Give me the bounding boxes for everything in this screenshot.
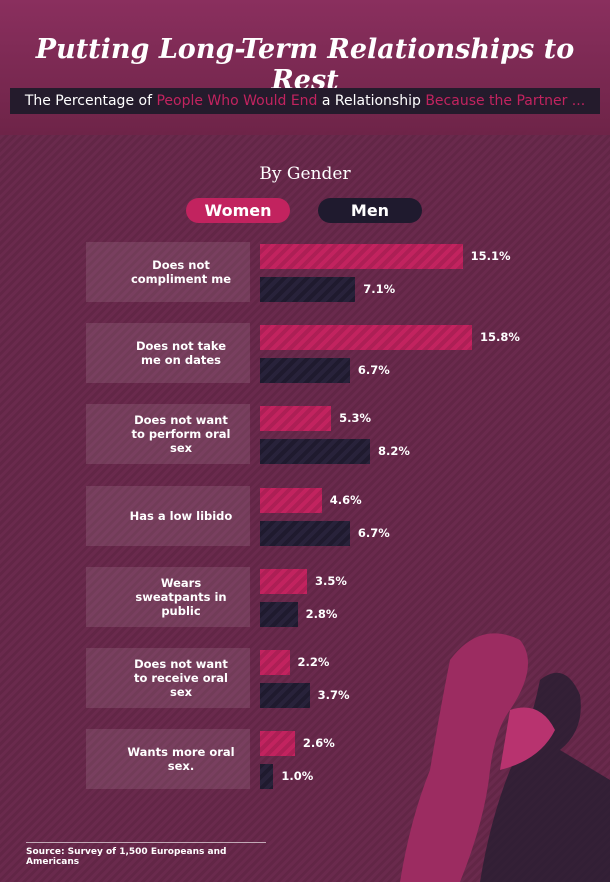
bar — [260, 731, 295, 757]
value-label: 15.1% — [470, 249, 511, 263]
value-label: 6.7% — [357, 525, 390, 540]
subtitle-part: a Relationship — [317, 93, 426, 109]
bar — [260, 325, 472, 351]
category-text: Does not take me on dates — [135, 339, 227, 368]
value-label: 5.3% — [339, 411, 372, 426]
subtitle-part: The Percentage of — [24, 93, 157, 109]
category-text: Does not compliment me — [130, 258, 232, 286]
couple-illustration — [400, 633, 610, 882]
value-label: 15.8% — [480, 330, 520, 345]
category-label: Does not want to receive oral sex — [86, 648, 250, 708]
value-label: 3.5% — [314, 573, 347, 588]
legend-entry: Men — [318, 198, 422, 223]
category-label: Wants more oral sex. — [86, 729, 250, 790]
value-label: 8.2% — [378, 444, 410, 459]
value-label: 7.1% — [363, 282, 396, 296]
bar — [260, 601, 298, 627]
value-label: 2.6% — [302, 736, 335, 751]
bar — [260, 358, 350, 384]
category-text: Wants more oral sex. — [127, 745, 235, 774]
category-label: Has a low libido — [86, 485, 250, 546]
value-label: 4.6% — [329, 492, 362, 507]
bar — [260, 244, 463, 269]
value-label: 3.7% — [317, 688, 350, 702]
category-label: Does not want to perform oral sex — [86, 404, 250, 465]
subtitle-part: Because the Partner ... — [425, 93, 586, 109]
category-label: Wears sweatpants in public — [86, 566, 250, 627]
bar — [260, 439, 371, 465]
chart-title: Putting Long-Term Relationships to Rest — [35, 34, 575, 96]
section-title: By Gender — [259, 164, 351, 184]
category-label: Does not take me on dates — [86, 323, 250, 384]
bar — [260, 650, 290, 675]
subtitle-part: People Who Would End — [156, 93, 318, 109]
bar — [260, 277, 356, 302]
value-label: 2.8% — [305, 606, 338, 621]
category-text: Has a low libido — [129, 508, 233, 523]
bar — [260, 406, 332, 432]
bar — [260, 764, 274, 790]
category-label: Does not compliment me — [86, 242, 250, 302]
category-text: Wears sweatpants in public — [135, 575, 227, 618]
bar — [260, 487, 322, 513]
bar — [260, 683, 310, 708]
value-label: 2.2% — [297, 655, 330, 669]
category-text: Does not want to perform oral sex — [131, 413, 231, 456]
category-text: Does not want to receive oral sex — [133, 657, 228, 699]
bar — [260, 520, 350, 546]
source-note: Source: Survey of 1,500 Europeans and Am… — [26, 842, 266, 867]
bar — [260, 568, 307, 594]
value-label: 6.7% — [357, 363, 390, 378]
value-label: 1.0% — [281, 769, 314, 784]
subtitle: The Percentage of People Who Would End a… — [10, 88, 600, 114]
legend-entry: Women — [186, 198, 290, 223]
